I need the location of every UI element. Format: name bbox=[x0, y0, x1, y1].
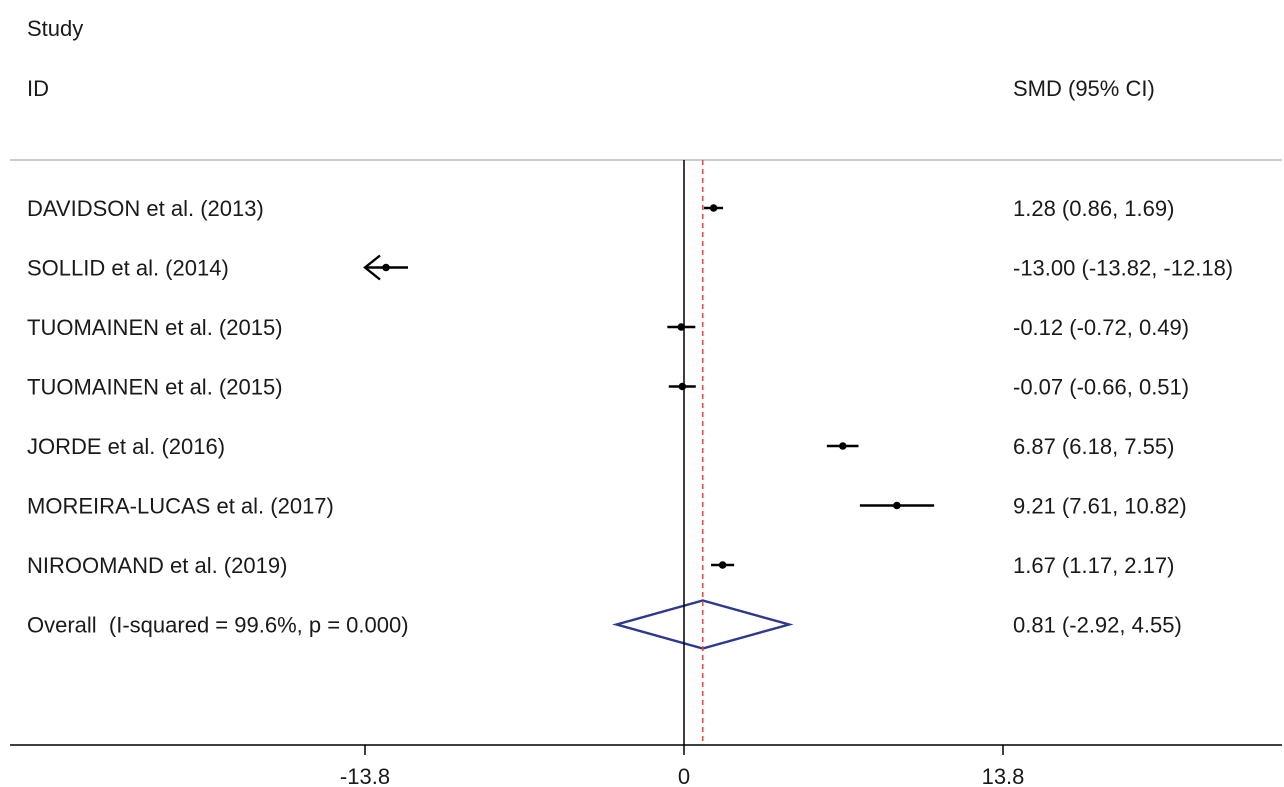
study-row: SOLLID et al. (2014) -13.00 (-13.82, -12.… bbox=[27, 254, 1233, 281]
point-estimate bbox=[677, 323, 686, 331]
study-row: DAVIDSON et al. (2013) 1.28 (0.86, 1.69) bbox=[27, 196, 1174, 221]
study-ci-text: 6.87 (6.18, 7.55) bbox=[1013, 434, 1174, 459]
x-axis-ticks: -13.8 0 13.8 bbox=[340, 745, 1024, 787]
study-label: SOLLID et al. (2014) bbox=[27, 256, 229, 281]
point-estimate bbox=[718, 561, 727, 569]
study-row: MOREIRA-LUCAS et al. (2017) 9.21 (7.61, 1… bbox=[27, 494, 1187, 519]
study-ci-text: 1.28 (0.86, 1.69) bbox=[1013, 196, 1174, 221]
study-row: TUOMAINEN et al. (2015) -0.12 (-0.72, 0.4… bbox=[27, 315, 1189, 340]
overall-row: Overall (I-squared = 99.6%, p = 0.000) 0.… bbox=[27, 599, 1182, 650]
point-estimate bbox=[893, 501, 901, 510]
study-ci-text: 9.21 (7.61, 10.82) bbox=[1013, 494, 1187, 519]
study-rows: DAVIDSON et al. (2013) 1.28 (0.86, 1.69) S… bbox=[27, 196, 1233, 650]
study-label: TUOMAINEN et al. (2015) bbox=[27, 315, 283, 340]
x-tick-label: 0 bbox=[678, 764, 690, 787]
point-estimate bbox=[709, 204, 718, 212]
study-label: DAVIDSON et al. (2013) bbox=[27, 196, 264, 221]
header-study: Study bbox=[27, 16, 83, 41]
overall-diamond bbox=[612, 599, 794, 650]
study-row: NIROOMAND et al. (2019) 1.67 (1.17, 2.17) bbox=[27, 553, 1174, 578]
x-tick-label: -13.8 bbox=[340, 764, 390, 787]
study-label: TUOMAINEN et al. (2015) bbox=[27, 375, 283, 400]
study-ci-text: 1.67 (1.17, 2.17) bbox=[1013, 553, 1174, 578]
study-label: NIROOMAND et al. (2019) bbox=[27, 553, 287, 578]
truncation-arrow-icon bbox=[363, 254, 381, 281]
header-id: ID bbox=[27, 76, 49, 101]
overall-ci-text: 0.81 (-2.92, 4.55) bbox=[1013, 613, 1182, 638]
header-smd-ci: SMD (95% CI) bbox=[1013, 76, 1155, 101]
point-estimate bbox=[839, 442, 847, 450]
study-label: MOREIRA-LUCAS et al. (2017) bbox=[27, 494, 334, 519]
point-estimate bbox=[678, 382, 687, 391]
study-row: JORDE et al. (2016) 6.87 (6.18, 7.55) bbox=[27, 434, 1174, 459]
study-ci-text: -0.07 (-0.66, 0.51) bbox=[1013, 375, 1189, 400]
point-estimate bbox=[382, 263, 390, 272]
study-ci-text: -0.12 (-0.72, 0.49) bbox=[1013, 315, 1189, 340]
x-tick-label: 13.8 bbox=[982, 764, 1025, 787]
study-ci-text: -13.00 (-13.82, -12.18) bbox=[1013, 256, 1233, 281]
study-label: JORDE et al. (2016) bbox=[27, 434, 225, 459]
overall-label: Overall (I-squared = 99.6%, p = 0.000) bbox=[27, 613, 409, 638]
study-row: TUOMAINEN et al. (2015) -0.07 (-0.66, 0.5… bbox=[27, 375, 1189, 400]
